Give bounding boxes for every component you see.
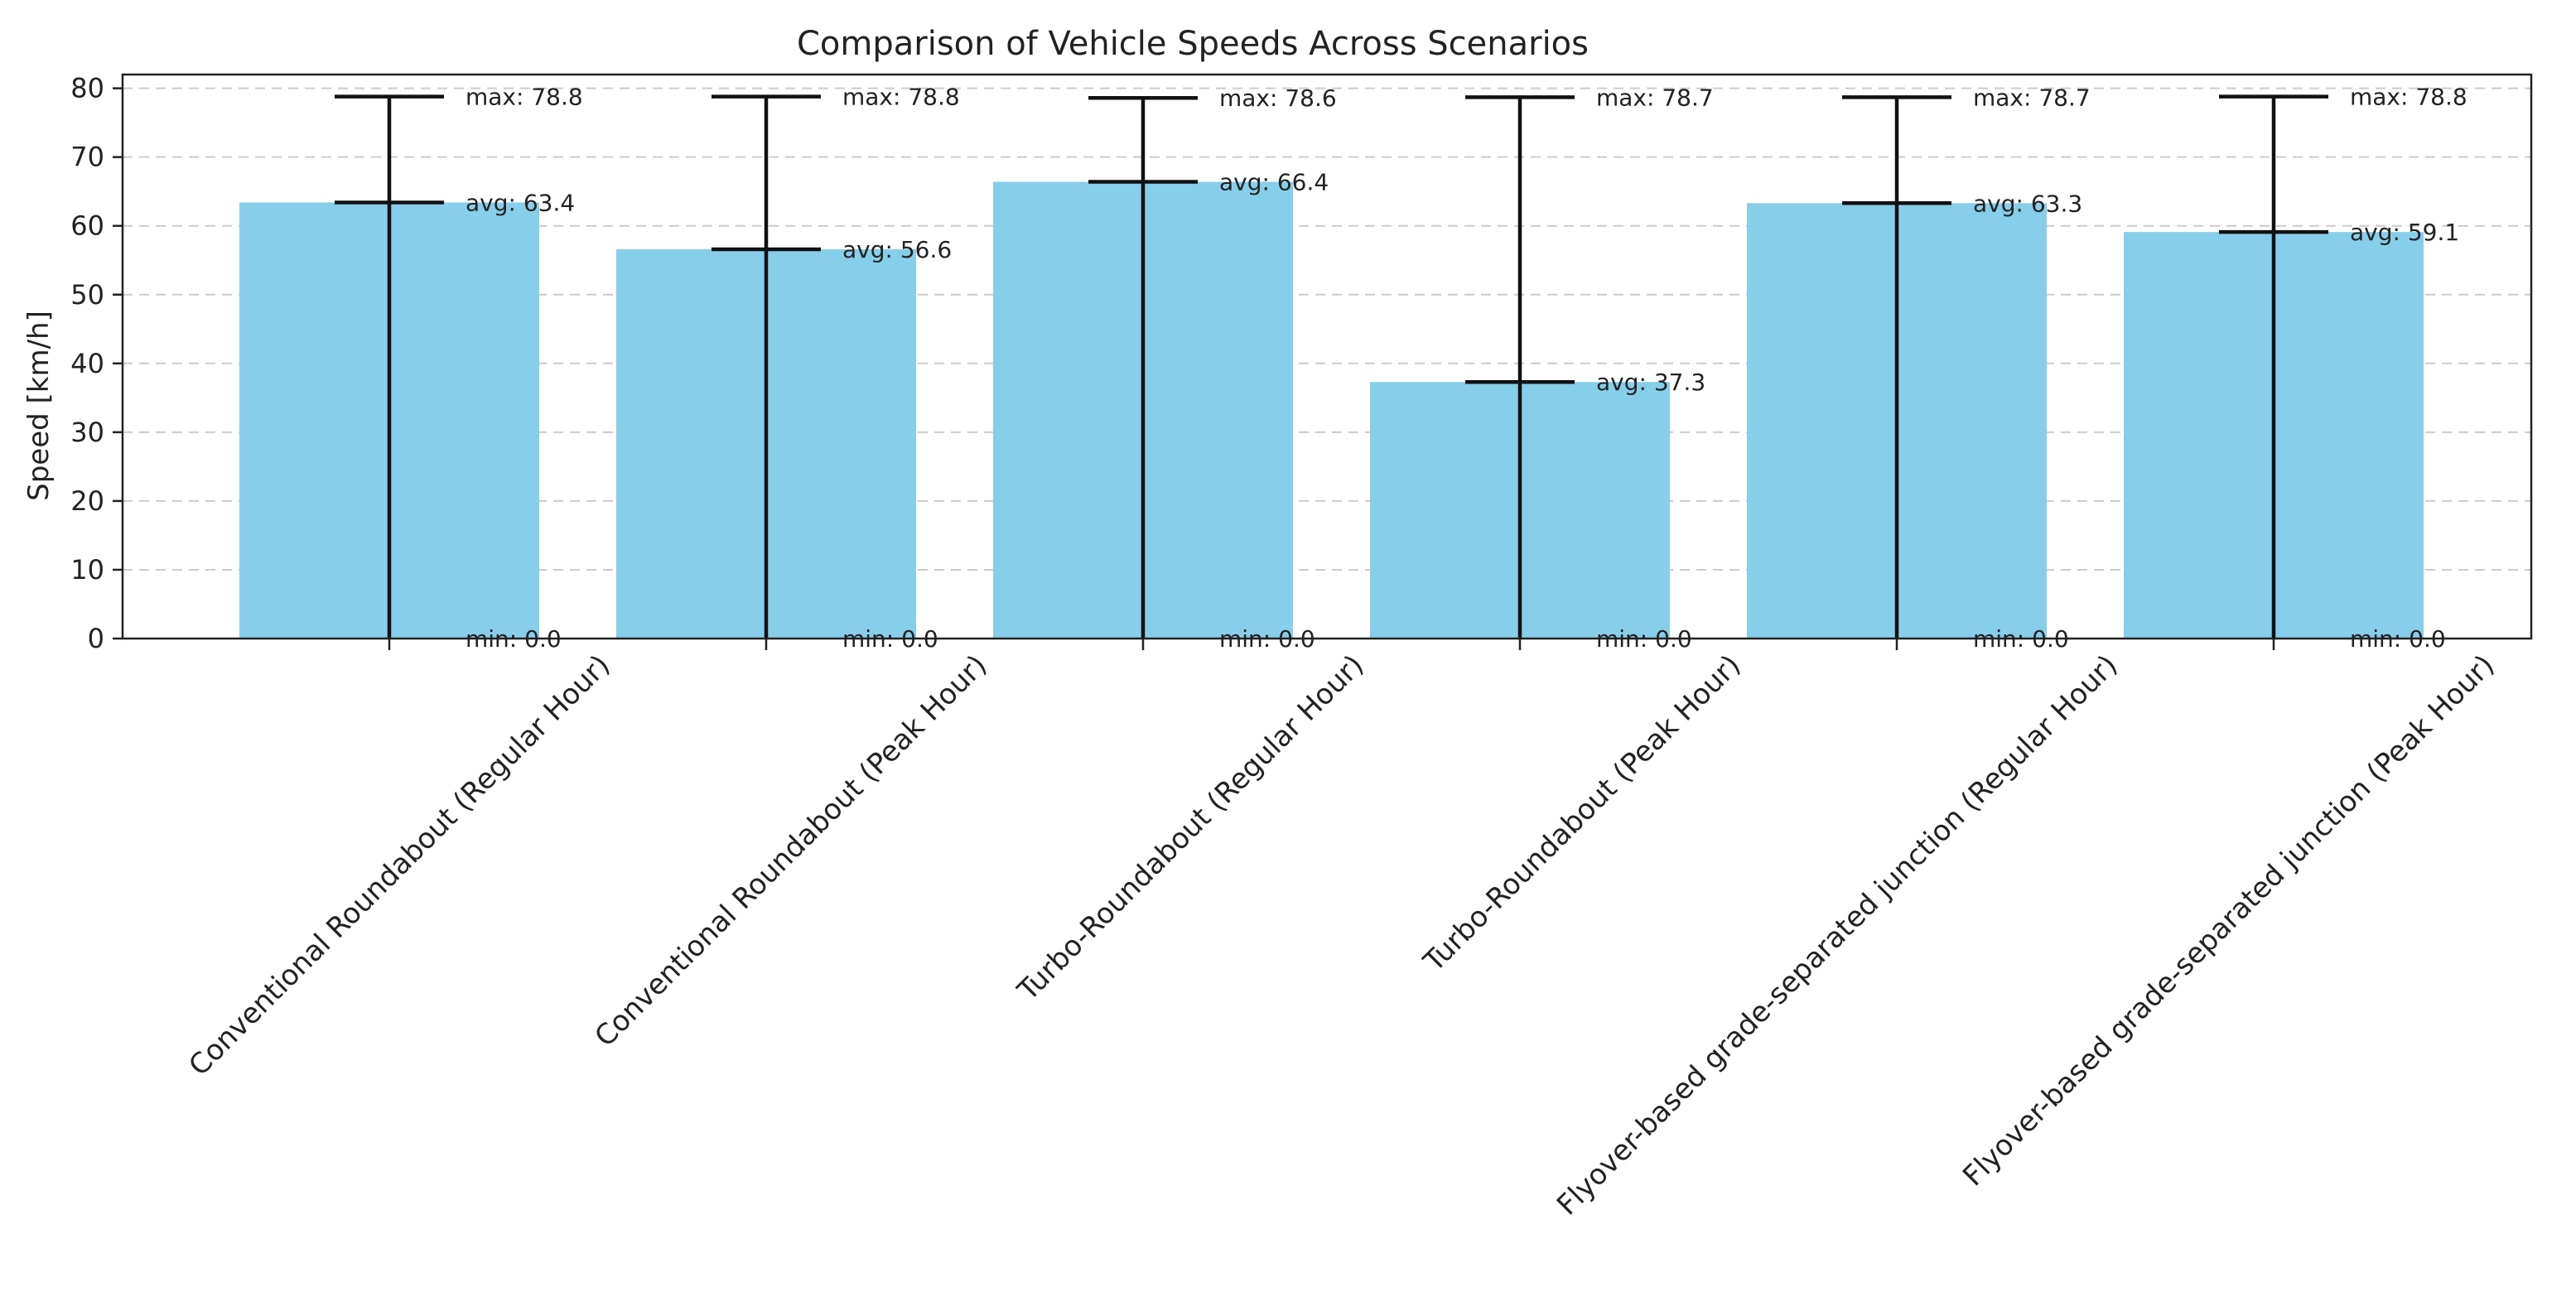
avg-label: avg: 66.4 [1219,169,1329,196]
y-axis-label: Speed [km/h] [22,311,55,501]
max-label: max: 78.8 [842,84,960,111]
y-tick-label: 50 [70,279,104,311]
error-bars [335,94,2328,639]
x-tick-label: Conventional Roundabout (Peak Hour) [588,648,993,1053]
y-tick-label: 30 [70,417,104,448]
x-tick-label: Turbo-Roundabout (Regular Hour) [1011,648,1371,1008]
x-tick-label: Conventional Roundabout (Regular Hour) [182,648,616,1082]
y-tick-label: 20 [70,485,104,517]
avg-label: avg: 56.6 [842,236,952,263]
avg-label: avg: 37.3 [1596,369,1705,396]
max-label: max: 78.7 [1596,84,1714,111]
y-tick-label: 60 [70,210,104,242]
avg-label: avg: 63.4 [466,189,575,216]
max-label: max: 78.8 [2350,84,2467,111]
y-tick-label: 0 [88,623,104,654]
max-label: max: 78.6 [1219,84,1337,112]
x-tick-label: Turbo-Roundabout (Peak Hour) [1417,648,1748,979]
y-tick-label: 40 [70,348,104,379]
max-label: max: 78.7 [1973,84,2091,111]
max-label: max: 78.8 [466,84,583,111]
chart-title: Comparison of Vehicle Speeds Across Scen… [797,25,1589,63]
plot-frame [121,73,2533,640]
avg-label: avg: 63.3 [1973,190,2082,217]
y-tick-label: 80 [70,73,104,104]
y-tick-label: 10 [70,554,104,586]
y-tick-label: 70 [70,142,104,173]
avg-label: avg: 59.1 [2350,219,2459,246]
